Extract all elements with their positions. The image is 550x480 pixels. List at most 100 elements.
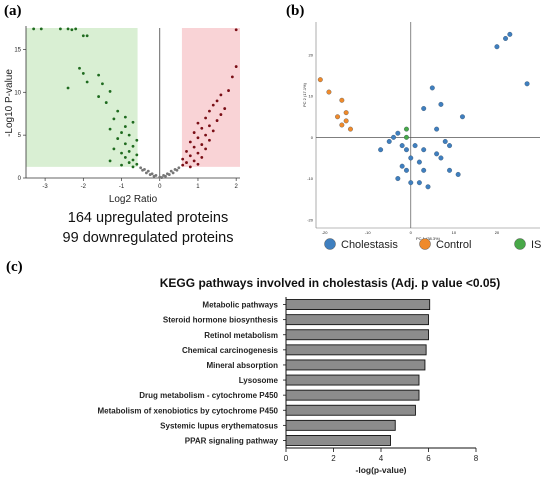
volcano-point [131, 165, 135, 169]
panel-label-a: (a) [4, 3, 22, 19]
volcano-point [200, 156, 204, 159]
volcano-point [120, 163, 123, 167]
volcano-point [146, 169, 150, 173]
volcano-point [204, 116, 208, 120]
volcano-y-tick-label: 5 [18, 133, 22, 139]
pca-legend-swatch [419, 238, 431, 250]
pca-point [442, 139, 448, 144]
pca-x-tick-label: 0 [410, 230, 413, 235]
volcano-point [58, 27, 62, 31]
volcano-point [123, 115, 127, 119]
volcano-y-tick-label: 10 [14, 90, 21, 96]
kegg-category-label: Chemical carcinogenesis [182, 346, 279, 355]
volcano-point [211, 129, 215, 133]
volcano-point [131, 144, 135, 148]
kegg-bar [285, 435, 391, 446]
kegg-x-tick-label: 0 [284, 454, 289, 463]
volcano-point [116, 109, 120, 113]
kegg-x-tick-label: 4 [379, 454, 384, 463]
pca-point [503, 36, 508, 41]
volcano-point [164, 174, 167, 178]
volcano-point [32, 27, 36, 31]
volcano-point [141, 168, 144, 172]
kegg-category-label: Steroid hormone biosynthesis [163, 316, 279, 325]
volcano-point [175, 168, 179, 172]
volcano-point [200, 126, 204, 130]
volcano-point [81, 34, 85, 38]
volcano-point [127, 133, 131, 137]
volcano-point [160, 176, 164, 179]
volcano-point [188, 154, 192, 158]
volcano-x-tick-label: 1 [196, 184, 200, 190]
pca-point [412, 143, 418, 149]
pca-point [326, 89, 332, 95]
volcano-point [85, 34, 89, 38]
pca-y-tick-label: -10 [307, 176, 314, 181]
volcano-point [78, 66, 81, 70]
volcano-point [208, 138, 211, 142]
volcano-point [152, 174, 156, 178]
volcano-point [181, 163, 185, 167]
volcano-point [230, 75, 234, 79]
volcano-point [123, 156, 127, 159]
volcano-y-tick-label: 0 [18, 176, 22, 182]
pca-point [395, 130, 401, 136]
volcano-point [208, 124, 211, 128]
volcano-x-tick-label: -1 [119, 184, 125, 190]
pca-point [438, 155, 444, 161]
panel-label-b: (b) [286, 3, 305, 19]
volcano-point [108, 159, 112, 163]
volcano-point [223, 107, 227, 110]
kegg-chart-title: KEGG pathways involved in cholestasis (A… [159, 276, 501, 290]
pca-point [395, 176, 401, 182]
volcano-point [108, 127, 112, 131]
volcano-point [120, 151, 123, 155]
pca-point [429, 85, 435, 91]
kegg-x-axis-label: -log(p-value) [356, 465, 407, 475]
pca-point [339, 122, 345, 128]
pca-point [339, 97, 345, 103]
volcano-summary-up: 164 upregulated proteins [67, 210, 229, 226]
volcano-point [74, 27, 78, 31]
volcano-point [85, 80, 89, 84]
kegg-category-label: Retinol metabolism [204, 331, 278, 340]
volcano-point [127, 150, 131, 153]
volcano-point [135, 153, 139, 157]
volcano-point [70, 28, 74, 32]
volcano-point [135, 162, 139, 166]
volcano-point [112, 147, 116, 151]
panel-label-c: (c) [6, 259, 23, 275]
volcano-point [185, 161, 188, 164]
pca-point [416, 180, 422, 186]
volcano-point [123, 142, 127, 146]
pca-point [378, 147, 384, 153]
pca-point [317, 77, 323, 83]
volcano-x-tick-label: -2 [81, 184, 87, 190]
volcano-point [131, 158, 135, 162]
pca-point [494, 44, 500, 50]
pca-point [447, 143, 452, 149]
pca-point [404, 126, 409, 132]
volcano-point [188, 140, 192, 144]
kegg-x-tick-label: 2 [331, 454, 336, 463]
pca-legend-label: Cholestasis [341, 239, 398, 251]
volcano-point [208, 109, 211, 113]
pca-x-tick-label: -20 [322, 230, 329, 235]
volcano-point [215, 119, 219, 122]
pca-point [524, 81, 530, 87]
volcano-point [177, 166, 181, 170]
kegg-category-label: Metabolism of xenobiotics by cytochrome … [98, 406, 279, 415]
kegg-bar [285, 389, 420, 401]
pca-point [399, 143, 405, 149]
volcano-x-tick-label: 2 [235, 184, 239, 190]
pca-x-tick-label: -10 [365, 230, 372, 235]
volcano-point [39, 27, 43, 31]
pca-legend-swatch [514, 238, 526, 250]
volcano-point [192, 145, 196, 149]
pca-point [343, 110, 349, 116]
kegg-x-tick-label: 6 [426, 454, 431, 463]
kegg-category-label: Systemic lupus erythematosus [160, 421, 278, 430]
